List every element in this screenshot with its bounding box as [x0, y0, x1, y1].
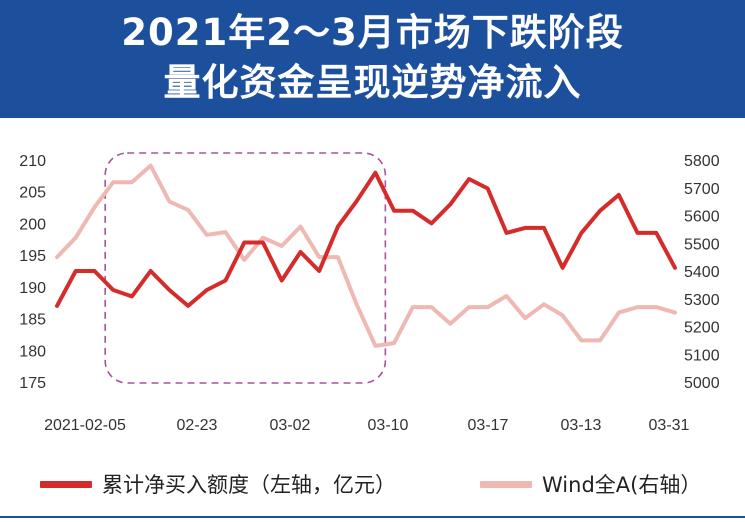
y-right-tick-label: 5600 [684, 209, 720, 226]
y-right-tick-label: 5800 [684, 153, 720, 170]
legend-swatch-net-buy [40, 480, 92, 488]
y-right-tick-label: 5300 [684, 292, 720, 309]
dual-axis-line-chart: 175 180 185 190 195 200 205 210 5000 5100 5200 5300… [19, 152, 720, 434]
x-tick-label: 02-23 [177, 417, 218, 434]
y-left-tick-label: 200 [19, 216, 46, 233]
y-left-tick-label: 190 [19, 280, 46, 297]
y-right-tick-label: 5200 [684, 320, 720, 337]
x-tick-label: 03-17 [468, 417, 509, 434]
legend-item-net-buy: 累计净买入额度（左轴，亿元） [40, 466, 396, 502]
legend: 累计净买入额度（左轴，亿元） Wind全A(右轴） [0, 466, 745, 502]
y-left-tick-label: 185 [19, 312, 46, 329]
y-left-tick-label: 205 [19, 185, 46, 202]
series-line-net-buy [55, 170, 677, 308]
legend-item-wind: Wind全A(右轴） [480, 466, 701, 502]
series-line-wind [55, 163, 677, 348]
y-left-tick-label: 195 [19, 248, 46, 265]
x-tick-label: 03-31 [649, 417, 690, 434]
y-left-tick-label: 180 [19, 343, 46, 360]
y-right-tick-label: 5700 [684, 181, 720, 198]
x-tick-label: 03-10 [368, 417, 409, 434]
legend-label-wind: Wind全A(右轴） [542, 473, 702, 497]
chart-title-line-2: 量化资金呈现逆势净流入 [163, 61, 582, 104]
legend-swatch-wind [480, 480, 532, 488]
y-right-tick-label: 5400 [684, 264, 720, 281]
title-banner: 2021年2～3月市场下跌阶段 量化资金呈现逆势净流入 [0, 0, 745, 118]
y-right-tick-label: 5100 [684, 347, 720, 364]
axis-layer: 175 180 185 190 195 200 205 210 5000 5100 5200 5300… [19, 153, 719, 434]
y-right-tick-label: 5500 [684, 236, 720, 253]
series-layer [55, 163, 677, 348]
chart-title-line-1: 2021年2～3月市场下跌阶段 [121, 11, 624, 54]
y-left-tick-label: 175 [19, 375, 46, 392]
x-tick-label: 03-02 [270, 417, 311, 434]
y-left-tick-label: 210 [19, 153, 46, 170]
footer-rule [0, 516, 745, 518]
legend-label-net-buy: 累计净买入额度（左轴，亿元） [102, 473, 396, 497]
y-right-tick-label: 5000 [684, 375, 720, 392]
highlight-box [104, 152, 387, 384]
highlight-layer [104, 152, 387, 384]
x-tick-label: 03-13 [561, 417, 602, 434]
x-tick-label: 2021-02-05 [44, 417, 126, 434]
